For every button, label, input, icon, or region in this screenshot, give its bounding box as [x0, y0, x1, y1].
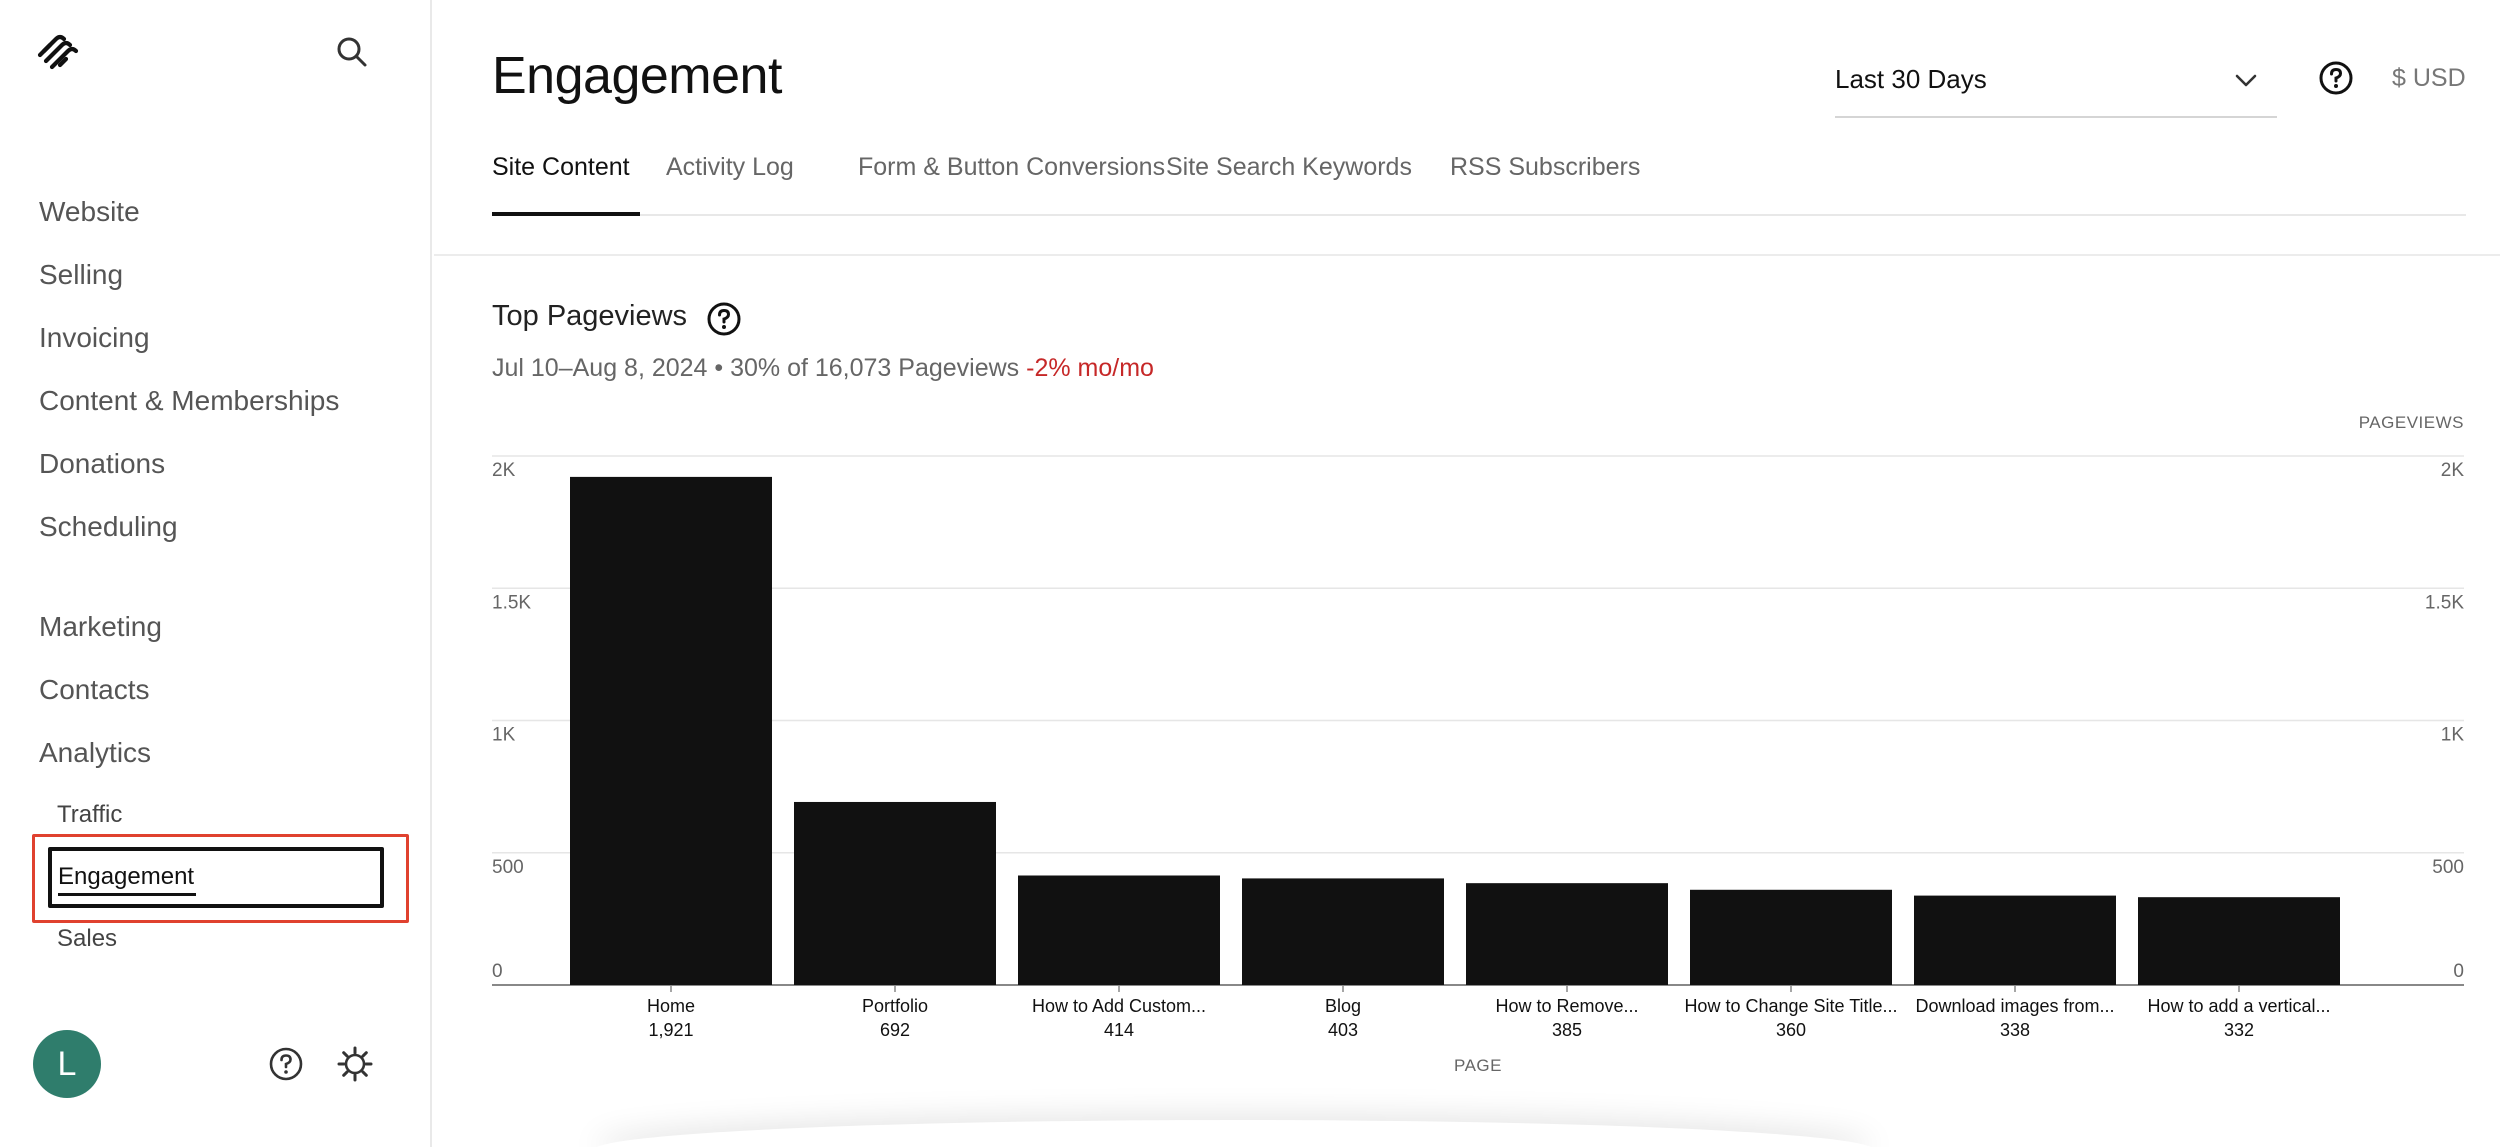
top-pageviews-chart: PAGEVIEWS 0 0 500 500 1K 1K 1.5K 1.5K 2K 2K Home 1,9…	[492, 413, 2465, 1075]
section-summary: Jul 10–Aug 8, 2024 • 30% of 16,073 Pagev…	[492, 354, 1020, 382]
next-card-shadow	[594, 1120, 1874, 1147]
date-range-select[interactable]: Last 30 Days	[1835, 52, 2277, 118]
subnav-item-sales[interactable]: Sales	[57, 925, 118, 952]
x-tick-label: Download images from...	[1915, 996, 2114, 1016]
bar-value-label: 332	[2224, 1020, 2254, 1040]
y-tick-label-right: 1.5K	[2425, 592, 2464, 613]
x-tick-label: Home	[647, 996, 695, 1016]
x-tick-label: How to Change Site Title...	[1684, 996, 1897, 1016]
squarespace-logo-icon[interactable]	[36, 33, 80, 71]
tab-site-search-keywords[interactable]: Site Search Keywords	[1166, 153, 1412, 181]
tab-site-content[interactable]: Site Content	[492, 153, 630, 181]
section-subtitle: Jul 10–Aug 8, 2024 • 30% of 16,073 Pagev…	[492, 354, 1154, 383]
bar	[794, 801, 996, 985]
nav-item-content-memberships[interactable]: Content & Memberships	[39, 385, 340, 416]
bar-value-label: 1,921	[648, 1020, 693, 1040]
chevron-down-icon	[2235, 74, 2257, 87]
bar-value-label: 385	[1552, 1020, 1582, 1040]
subnav-item-engagement-label: Engagement	[58, 861, 197, 896]
date-range-value: Last 30 Days	[1835, 64, 1987, 94]
primary-nav: Website Selling Invoicing Content & Memb…	[39, 194, 339, 572]
bar	[1018, 875, 1220, 985]
bar-value-label: 692	[880, 1020, 910, 1040]
tab-bar: Site Content Activity Log Form & Button …	[492, 152, 2466, 216]
header-divider	[434, 254, 2500, 256]
bar	[1690, 889, 1892, 985]
month-over-month-delta: -2% mo/mo	[1026, 354, 1154, 382]
y-tick-label-left: 0	[492, 961, 503, 982]
search-icon[interactable]	[334, 34, 370, 70]
nav-item-analytics[interactable]: Analytics	[39, 737, 152, 768]
tab-form-button-conversions[interactable]: Form & Button Conversions	[858, 153, 1166, 181]
y-tick-label-right: 0	[2453, 961, 2464, 982]
nav-item-selling[interactable]: Selling	[39, 259, 124, 290]
bar-value-label: 403	[1328, 1020, 1358, 1040]
bar	[570, 476, 772, 985]
x-tick-label: Portfolio	[862, 996, 928, 1016]
section-title: Top Pageviews	[492, 300, 688, 332]
y-tick-label-left: 500	[492, 857, 524, 878]
x-tick-label: Blog	[1325, 996, 1361, 1016]
bar	[1466, 883, 1668, 985]
x-axis-title: PAGE	[1454, 1056, 1502, 1075]
nav-item-invoicing[interactable]: Invoicing	[39, 322, 150, 353]
nav-item-scheduling[interactable]: Scheduling	[39, 511, 178, 542]
help-circle-icon[interactable]	[2318, 60, 2354, 96]
y-tick-label-right: 500	[2432, 857, 2464, 878]
help-circle-icon[interactable]	[268, 1046, 304, 1082]
page-title: Engagement	[492, 47, 782, 105]
y-tick-label-left: 2K	[492, 460, 516, 481]
bar	[1914, 895, 2116, 985]
currency-selector[interactable]: $ USD	[2392, 64, 2466, 92]
main-content: Engagement Last 30 Days $ USD Site Conte…	[434, 0, 2500, 1147]
bar	[1242, 878, 1444, 985]
y-tick-label-right: 2K	[2441, 460, 2465, 481]
y-tick-label-right: 1K	[2441, 725, 2465, 746]
bar	[2138, 897, 2340, 985]
tab-rss-subscribers[interactable]: RSS Subscribers	[1450, 153, 1641, 181]
x-tick-label: How to add a vertical...	[2147, 996, 2330, 1016]
nav-item-contacts[interactable]: Contacts	[39, 674, 150, 705]
gear-icon[interactable]	[336, 1045, 374, 1083]
bar-value-label: 414	[1104, 1020, 1134, 1040]
secondary-nav: Marketing Contacts Analytics	[39, 609, 162, 798]
avatar[interactable]: L	[33, 1030, 101, 1098]
bar-value-label: 338	[2000, 1020, 2030, 1040]
y-axis-title: PAGEVIEWS	[2359, 413, 2464, 432]
nav-item-donations[interactable]: Donations	[39, 448, 166, 479]
subnav-item-engagement[interactable]: Engagement	[48, 847, 384, 908]
subnav-item-traffic[interactable]: Traffic	[57, 801, 123, 828]
nav-item-marketing[interactable]: Marketing	[39, 611, 162, 642]
active-tab-indicator	[492, 212, 640, 216]
bar-value-label: 360	[1776, 1020, 1806, 1040]
nav-item-website[interactable]: Website	[39, 196, 140, 227]
analytics-subnav: Traffic Sales	[57, 797, 122, 983]
x-tick-label: How to Add Custom...	[1032, 996, 1206, 1016]
x-tick-label: How to Remove...	[1495, 996, 1638, 1016]
highlight-annotation-box	[32, 834, 409, 923]
tab-activity-log[interactable]: Activity Log	[666, 153, 794, 181]
y-tick-label-left: 1.5K	[492, 592, 531, 613]
y-tick-label-left: 1K	[492, 725, 516, 746]
sidebar: Website Selling Invoicing Content & Memb…	[0, 0, 432, 1147]
help-circle-icon[interactable]	[706, 301, 742, 337]
